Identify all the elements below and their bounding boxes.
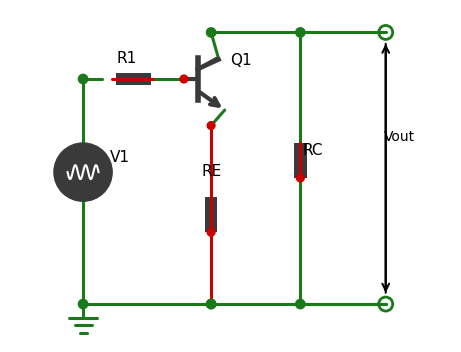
Text: RE: RE xyxy=(201,164,222,179)
Circle shape xyxy=(296,28,305,37)
Text: V1: V1 xyxy=(110,150,130,165)
Circle shape xyxy=(207,228,215,236)
Circle shape xyxy=(207,28,216,37)
Circle shape xyxy=(296,174,304,182)
Circle shape xyxy=(54,143,112,201)
Circle shape xyxy=(78,74,88,84)
FancyBboxPatch shape xyxy=(205,197,217,232)
Text: Q1: Q1 xyxy=(230,54,252,68)
Circle shape xyxy=(207,122,215,130)
Circle shape xyxy=(78,300,88,309)
FancyBboxPatch shape xyxy=(294,143,307,178)
Circle shape xyxy=(296,300,305,309)
Text: RC: RC xyxy=(302,143,323,158)
Circle shape xyxy=(180,75,188,83)
Circle shape xyxy=(207,300,216,309)
Text: R1: R1 xyxy=(116,51,136,67)
FancyBboxPatch shape xyxy=(116,73,151,85)
Circle shape xyxy=(207,300,216,309)
Text: Vout: Vout xyxy=(384,130,415,144)
